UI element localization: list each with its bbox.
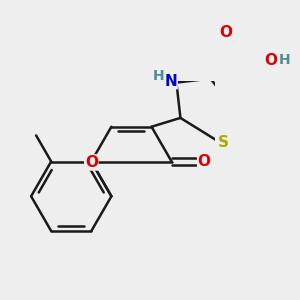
- Text: O: O: [264, 53, 277, 68]
- Text: S: S: [218, 135, 229, 150]
- Text: O: O: [219, 25, 232, 40]
- Text: O: O: [198, 154, 211, 169]
- Text: H: H: [153, 70, 164, 83]
- Text: O: O: [85, 155, 98, 170]
- Text: N: N: [164, 74, 177, 89]
- Text: H: H: [279, 53, 291, 68]
- Polygon shape: [211, 61, 241, 79]
